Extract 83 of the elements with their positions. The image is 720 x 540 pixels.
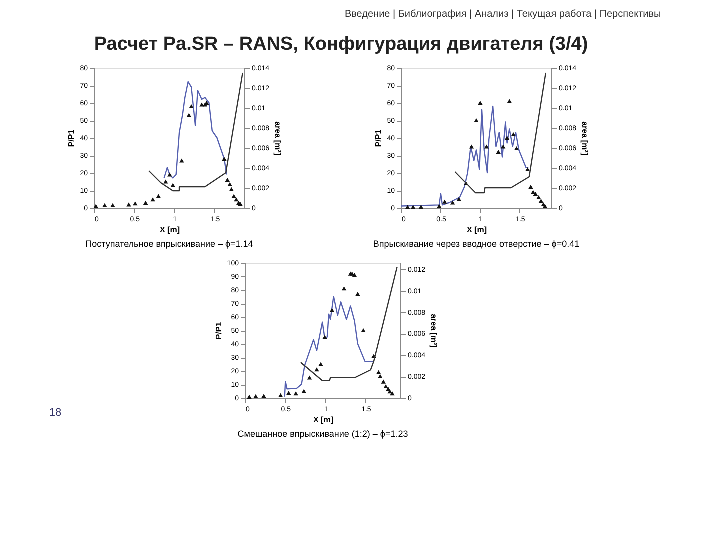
line-series <box>454 72 547 194</box>
point <box>456 197 462 202</box>
point <box>342 286 347 291</box>
line-series <box>148 72 244 192</box>
y-axis-title: P/P1 <box>214 322 224 340</box>
point <box>186 113 192 118</box>
text: Поступательное впрыскивание – ϕ=1.14 <box>86 239 254 249</box>
point <box>254 394 258 398</box>
y2-axis-title: area [m²] <box>430 314 439 348</box>
point <box>525 167 530 172</box>
point <box>474 118 479 123</box>
point <box>314 368 320 372</box>
point <box>496 150 501 154</box>
point <box>352 273 358 278</box>
point <box>376 370 382 374</box>
point <box>294 392 298 396</box>
point <box>442 200 448 204</box>
point <box>356 292 360 296</box>
point <box>469 144 474 149</box>
point <box>247 394 252 399</box>
y2-axis-title: area [m²] <box>580 122 590 156</box>
y2-axis-title: area [m²] <box>274 122 283 156</box>
text: Впрыскивание через вводное отверстие – ϕ=0.41 <box>373 239 580 249</box>
point <box>378 374 383 378</box>
point <box>507 99 512 104</box>
point <box>418 204 424 209</box>
point <box>180 158 184 163</box>
point <box>410 205 416 210</box>
line-series <box>400 106 530 207</box>
text: 18 <box>49 407 62 419</box>
point <box>156 194 162 198</box>
point <box>536 195 542 200</box>
point <box>390 392 395 396</box>
point <box>143 200 148 205</box>
y-axis-title: P/P1 <box>374 129 384 148</box>
point <box>262 394 266 398</box>
point <box>222 156 227 162</box>
point <box>381 380 386 384</box>
point <box>168 172 172 177</box>
line-series <box>284 296 375 398</box>
point <box>302 389 306 394</box>
point <box>478 100 483 106</box>
point <box>504 136 510 140</box>
point <box>110 203 116 208</box>
point <box>150 198 156 202</box>
point <box>322 335 328 340</box>
point <box>361 328 366 333</box>
point <box>318 362 324 366</box>
line-series <box>164 81 228 179</box>
text: Расчет Pa.SR – RANS, Конфигурация двигателя (3/4) <box>94 34 588 55</box>
point <box>533 192 538 196</box>
point <box>278 393 284 398</box>
text: Введение | Библиография | Анализ | Текущая работа | Перспективы <box>344 9 662 20</box>
point <box>528 184 534 190</box>
point <box>164 180 168 184</box>
point <box>189 104 194 109</box>
y-axis-title: P/P1 <box>67 129 76 148</box>
point <box>94 204 98 208</box>
line-series <box>300 266 398 382</box>
point <box>133 202 138 206</box>
point <box>229 187 234 192</box>
point <box>307 376 312 380</box>
point <box>405 205 410 210</box>
x-axis-title: X [m] <box>160 226 180 234</box>
x-axis-title: X [m] <box>313 416 334 424</box>
point <box>225 178 230 182</box>
point <box>330 308 335 312</box>
point <box>511 132 516 137</box>
point <box>234 198 239 202</box>
point <box>286 391 292 396</box>
point <box>437 204 442 208</box>
point <box>228 182 232 186</box>
point <box>450 200 456 205</box>
point <box>384 384 388 389</box>
point <box>102 203 108 208</box>
text: Смешанное впрыскивание (1:2) – ϕ=1.23 <box>238 429 408 439</box>
point <box>484 144 490 149</box>
point <box>500 144 506 149</box>
point <box>232 194 236 198</box>
point <box>170 183 176 188</box>
x-axis-title: X [m] <box>466 226 488 234</box>
point <box>538 198 544 204</box>
point <box>514 146 520 151</box>
